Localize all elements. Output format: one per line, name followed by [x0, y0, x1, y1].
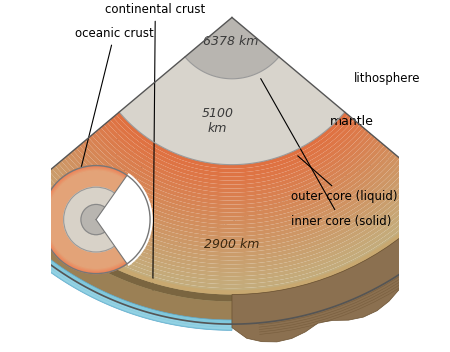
Polygon shape: [0, 212, 232, 331]
Polygon shape: [9, 202, 450, 308]
Polygon shape: [25, 189, 439, 288]
Polygon shape: [20, 193, 444, 295]
Polygon shape: [52, 166, 412, 252]
Polygon shape: [92, 133, 372, 201]
Text: mantle: mantle: [329, 115, 373, 128]
Polygon shape: [232, 195, 450, 342]
Polygon shape: [64, 156, 400, 237]
Polygon shape: [104, 122, 360, 184]
Polygon shape: [43, 174, 421, 264]
Text: 6378 km: 6378 km: [203, 36, 259, 49]
Circle shape: [81, 205, 111, 235]
Polygon shape: [61, 158, 403, 240]
Polygon shape: [22, 191, 442, 292]
Text: 2900 km: 2900 km: [204, 238, 260, 251]
Polygon shape: [76, 145, 387, 220]
Circle shape: [42, 165, 150, 274]
Polygon shape: [82, 140, 382, 213]
Polygon shape: [6, 204, 450, 312]
Polygon shape: [89, 135, 375, 205]
Text: outer core (liquid): outer core (liquid): [291, 156, 398, 203]
Polygon shape: [55, 163, 409, 249]
Polygon shape: [185, 18, 279, 79]
Polygon shape: [98, 127, 366, 193]
Polygon shape: [101, 125, 363, 189]
Text: continental crust: continental crust: [105, 3, 206, 311]
Circle shape: [47, 171, 144, 268]
Text: lithosphere: lithosphere: [354, 72, 420, 85]
Polygon shape: [46, 171, 418, 260]
Wedge shape: [96, 173, 153, 266]
Polygon shape: [113, 115, 351, 172]
Polygon shape: [0, 200, 450, 324]
Text: oceanic crust: oceanic crust: [57, 27, 154, 266]
Polygon shape: [0, 212, 450, 324]
Polygon shape: [70, 151, 394, 228]
Polygon shape: [95, 130, 369, 196]
Polygon shape: [0, 209, 450, 320]
Polygon shape: [34, 181, 430, 276]
Polygon shape: [68, 153, 396, 232]
Polygon shape: [86, 138, 378, 208]
Text: 5100
km: 5100 km: [202, 107, 234, 135]
Circle shape: [45, 169, 147, 270]
Polygon shape: [14, 195, 450, 301]
Polygon shape: [31, 184, 433, 280]
Polygon shape: [80, 143, 384, 216]
Polygon shape: [40, 176, 424, 268]
Polygon shape: [3, 207, 450, 316]
Polygon shape: [110, 117, 354, 177]
Circle shape: [46, 170, 146, 269]
Text: asthenosphere: asthenosphere: [0, 351, 1, 352]
Polygon shape: [37, 179, 427, 272]
Circle shape: [44, 168, 148, 271]
Polygon shape: [12, 199, 450, 304]
Polygon shape: [73, 148, 391, 225]
Polygon shape: [15, 197, 449, 300]
Polygon shape: [27, 187, 436, 284]
Circle shape: [43, 166, 149, 272]
Polygon shape: [58, 161, 406, 244]
Polygon shape: [49, 169, 415, 256]
Polygon shape: [107, 120, 357, 181]
Circle shape: [63, 187, 128, 252]
Polygon shape: [116, 112, 348, 169]
Polygon shape: [119, 57, 345, 165]
Polygon shape: [18, 194, 445, 296]
Text: inner core (solid): inner core (solid): [261, 78, 392, 228]
